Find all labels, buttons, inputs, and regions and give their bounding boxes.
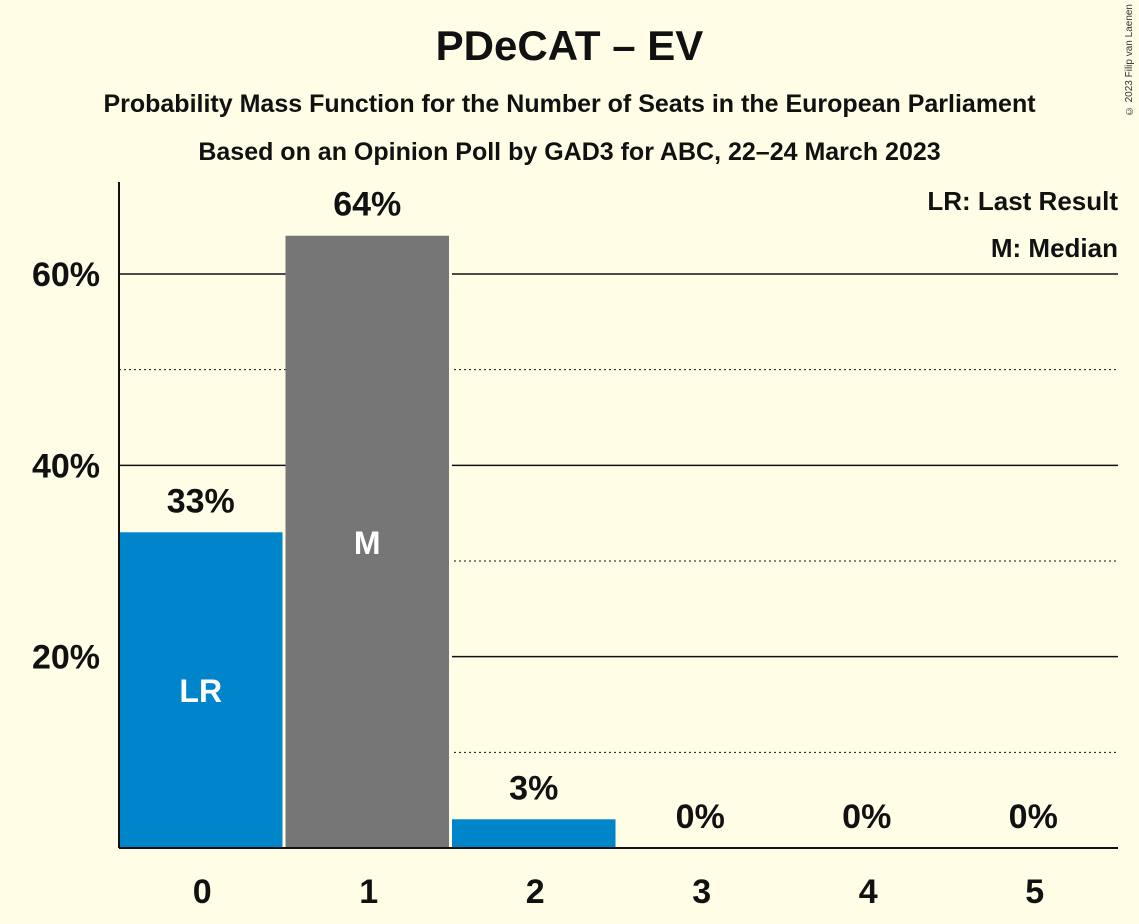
value-label: 0%	[842, 798, 891, 836]
chart-subtitle: Probability Mass Function for the Number…	[103, 90, 1036, 118]
x-tick-label: 3	[692, 873, 711, 911]
value-label: 0%	[1009, 798, 1058, 836]
bar-2	[452, 819, 616, 848]
bar-0	[119, 532, 283, 848]
x-tick-label: 5	[1025, 873, 1044, 911]
inbar-label: M	[354, 525, 381, 561]
legend-last-result: LR: Last Result	[927, 186, 1118, 216]
x-tick-label: 1	[359, 873, 378, 911]
chart-title: PDeCAT – EV	[435, 22, 704, 69]
x-tick-label: 4	[859, 873, 878, 911]
legend-median: M: Median	[991, 233, 1118, 263]
y-tick-label: 60%	[32, 256, 100, 294]
y-tick-label: 40%	[32, 447, 100, 485]
y-tick-label: 20%	[32, 639, 100, 677]
x-tick-label: 2	[526, 873, 545, 911]
value-label: 0%	[676, 798, 725, 836]
value-label: 64%	[333, 186, 401, 224]
bar-1	[285, 235, 449, 848]
value-label: 3%	[509, 769, 558, 807]
inbar-label: LR	[179, 673, 222, 709]
x-tick-label: 0	[193, 873, 212, 911]
chart-source: Based on an Opinion Poll by GAD3 for ABC…	[198, 138, 941, 166]
value-label: 33%	[167, 482, 235, 520]
bars	[119, 229, 619, 848]
